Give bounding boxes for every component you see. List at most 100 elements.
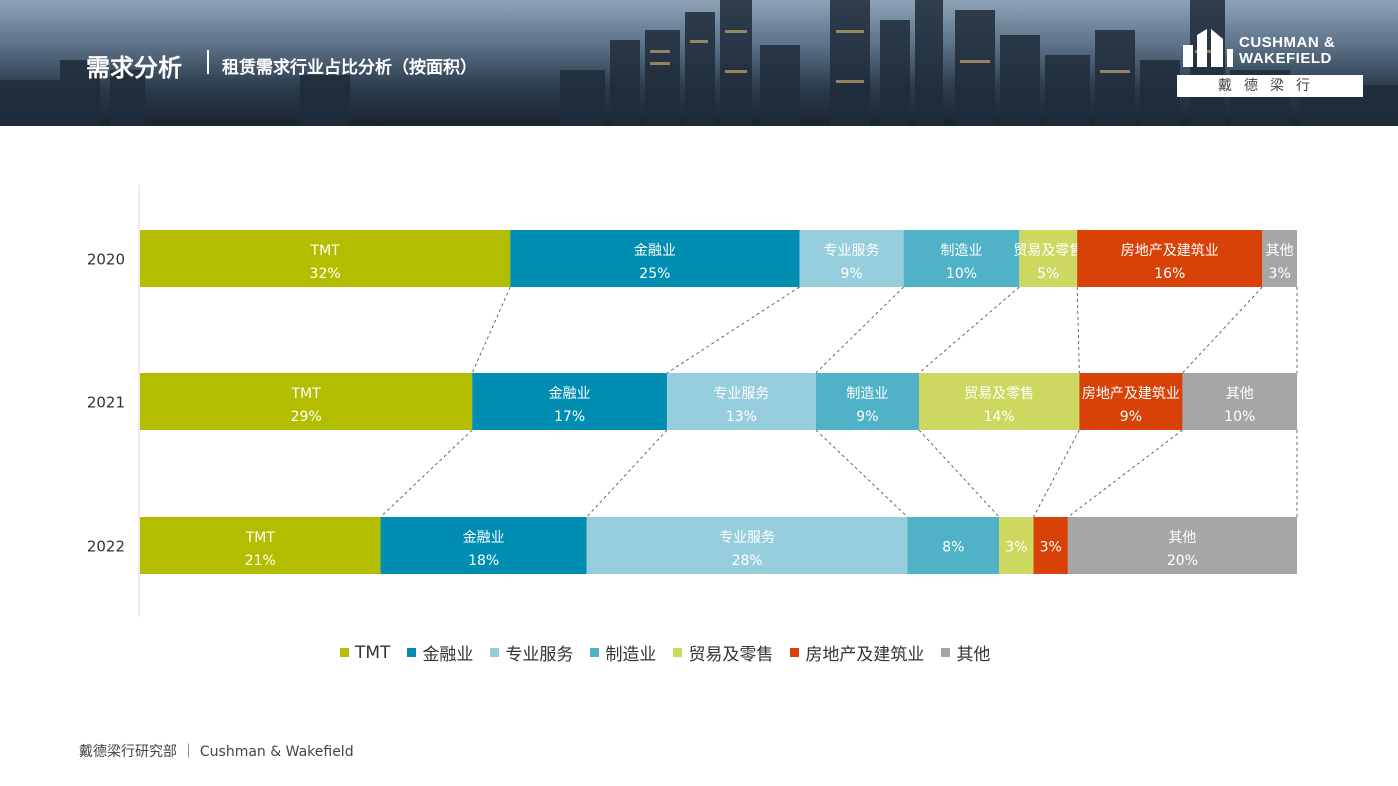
bar-segment (918, 373, 1080, 430)
company-logo: CUSHMAN & WAKEFIELD 戴德梁行 (1177, 27, 1363, 97)
footer-source: 戴德梁行研究部 ｜ Cushman & Wakefield (79, 744, 354, 760)
bar-data-label: 9% (840, 266, 862, 282)
legend-label: 制造业 (605, 645, 657, 665)
bar-data-label: 3% (1269, 266, 1291, 282)
connector-lines (380, 286, 1298, 518)
connector-line (586, 429, 668, 518)
y-tick-label: 2021 (87, 394, 125, 412)
legend-swatch (673, 648, 683, 657)
stacked-bar-chart: TMT 32% 金融业 25% 专业服务 9% 制造业 10% 贸易及零售 5% 房地产及建筑业 16… (87, 185, 1298, 617)
bar-data-label: 29% (291, 409, 322, 425)
y-tick-label: 2020 (87, 251, 125, 269)
connector-line (815, 429, 908, 518)
bar-data-label: TMT (291, 386, 322, 402)
legend-item: TMT (340, 643, 390, 663)
bar-data-label: 20% (1167, 553, 1198, 569)
bar-segment (380, 517, 587, 574)
bar-segment (472, 373, 667, 430)
bar-data-label: 10% (1224, 409, 1255, 425)
y-tick-label: 2022 (87, 538, 125, 556)
legend-label: TMT (355, 642, 391, 663)
legend-item: 贸易及零售 (673, 640, 773, 665)
connector-line (1182, 286, 1263, 374)
legend-item: 专业服务 (490, 640, 573, 665)
bar-data-label: 制造业 (846, 386, 888, 402)
connector-line (666, 286, 800, 374)
logo-line2: WAKEFIELD (1239, 50, 1332, 67)
bar-data-label: 18% (468, 553, 499, 569)
bars-group: TMT 32% 金融业 25% 专业服务 9% 制造业 10% 贸易及零售 5% 房地产及建筑业 16… (140, 230, 1297, 574)
page-subtitle: 租赁需求行业占比分析（按面积） (222, 58, 477, 78)
bar-segment (799, 230, 904, 287)
logo-wordmark: CUSHMAN & WAKEFIELD (1239, 35, 1335, 67)
chart-legend: TMT 金融业 专业服务 制造业 贸易及零售 房地产及建筑业 其他 (340, 640, 990, 665)
bar-segment (1067, 517, 1297, 574)
bar-segment (140, 230, 511, 287)
legend-swatch (941, 648, 951, 657)
logo-line1: CUSHMAN & (1239, 34, 1336, 51)
bar-data-label: 28% (732, 553, 763, 569)
connector-line (815, 286, 904, 374)
bar-data-label: 专业服务 (713, 386, 769, 402)
bar-segment (903, 230, 1020, 287)
bar-data-label: 其他 (1168, 530, 1196, 546)
legend-swatch (490, 648, 500, 657)
bar-segment (140, 373, 473, 430)
bar-segment (666, 373, 816, 430)
legend-swatch (790, 648, 800, 657)
connector-line (918, 429, 1000, 518)
legend-label: 金融业 (422, 645, 474, 665)
legend-swatch (590, 648, 600, 657)
bar-data-label: 其他 (1226, 386, 1254, 402)
logo-chinese-name: 戴德梁行 (1177, 75, 1363, 97)
bar-data-label: 专业服务 (824, 243, 880, 259)
bar-data-label: 17% (554, 409, 585, 425)
page-title: 需求分析 (86, 54, 182, 82)
title-divider (207, 50, 209, 74)
bar-data-label: 房地产及建筑业 (1121, 243, 1219, 259)
bar-segment (1077, 230, 1263, 287)
bar-data-label: 10% (946, 266, 977, 282)
bar-data-label: 5% (1037, 266, 1059, 282)
bar-data-label: 9% (856, 409, 878, 425)
bar-data-label: 金融业 (463, 530, 505, 546)
legend-item: 金融业 (407, 640, 473, 665)
bar-segment (1019, 230, 1078, 287)
bar-segment (140, 517, 381, 574)
bar-data-label: 3% (1005, 540, 1027, 556)
header-banner: 需求分析 租赁需求行业占比分析（按面积） CUSHMAN & WAKEFIELD… (0, 0, 1398, 126)
legend-label: 专业服务 (505, 645, 574, 665)
bar-segment (586, 517, 908, 574)
y-tick-labels: 2020 2021 2022 (87, 251, 125, 556)
legend-label: 房地产及建筑业 (805, 645, 925, 665)
bar-data-label: 13% (726, 409, 757, 425)
bar-data-label: TMT (245, 530, 276, 546)
bar-segment (999, 517, 1034, 574)
bar-segment (1262, 230, 1297, 287)
bar-segment (815, 373, 919, 430)
bar-data-label: 25% (639, 266, 670, 282)
bar-segment (510, 230, 800, 287)
legend-item: 制造业 (590, 640, 656, 665)
legend-item: 房地产及建筑业 (790, 640, 924, 665)
bar-data-label: 8% (942, 540, 964, 556)
bar-data-label: 房地产及建筑业 (1082, 386, 1180, 402)
bar-data-label: 3% (1040, 540, 1062, 556)
bar-data-label: 金融业 (549, 386, 591, 402)
bar-data-label: 16% (1154, 266, 1185, 282)
bar-data-label: 32% (310, 266, 341, 282)
bar-segment (907, 517, 1000, 574)
bar-data-label: 贸易及零售 (1013, 243, 1083, 259)
bar-data-label: 9% (1120, 409, 1142, 425)
bar-data-label: 制造业 (940, 243, 982, 259)
bar-data-label: 21% (245, 553, 276, 569)
bar-data-label: 金融业 (634, 243, 676, 259)
bar-data-label: 其他 (1266, 243, 1294, 259)
legend-swatch (407, 648, 417, 657)
connector-line (1067, 429, 1183, 518)
bar-data-label: TMT (310, 243, 341, 259)
bar-segment (1033, 517, 1068, 574)
bar-segment (1182, 373, 1297, 430)
connector-line (1076, 286, 1080, 374)
connector-line (471, 286, 511, 374)
